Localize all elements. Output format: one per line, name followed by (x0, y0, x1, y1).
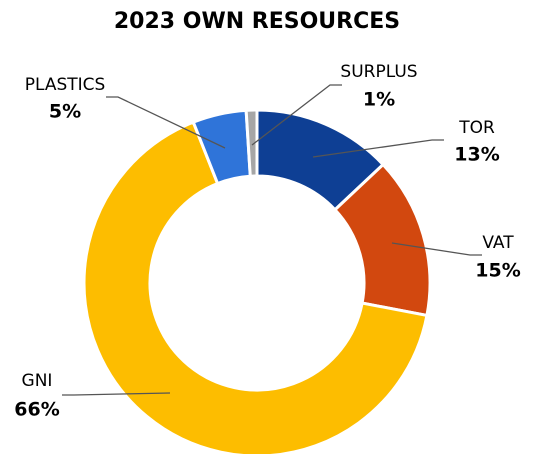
data-label-value: 66% (14, 399, 59, 421)
data-label-value: 13% (454, 144, 499, 166)
leader-line (106, 96, 226, 149)
data-label-value: 1% (363, 89, 395, 111)
data-label-name: SURPLUS (340, 62, 417, 82)
data-label-value: 5% (49, 101, 81, 123)
data-label-name: PLASTICS (25, 75, 106, 95)
leader-line (312, 139, 444, 158)
donut-slice (244, 108, 259, 178)
data-label-name: VAT (482, 233, 514, 253)
data-label-name: GNI (22, 371, 53, 391)
data-label-value: 15% (475, 260, 520, 282)
leader-line (62, 392, 171, 396)
chart-title: 2023 OWN RESOURCES (114, 9, 400, 34)
data-label-name: TOR (458, 118, 495, 138)
leader-line (391, 242, 482, 256)
donut-slice (82, 120, 429, 454)
leader-line (251, 84, 342, 146)
